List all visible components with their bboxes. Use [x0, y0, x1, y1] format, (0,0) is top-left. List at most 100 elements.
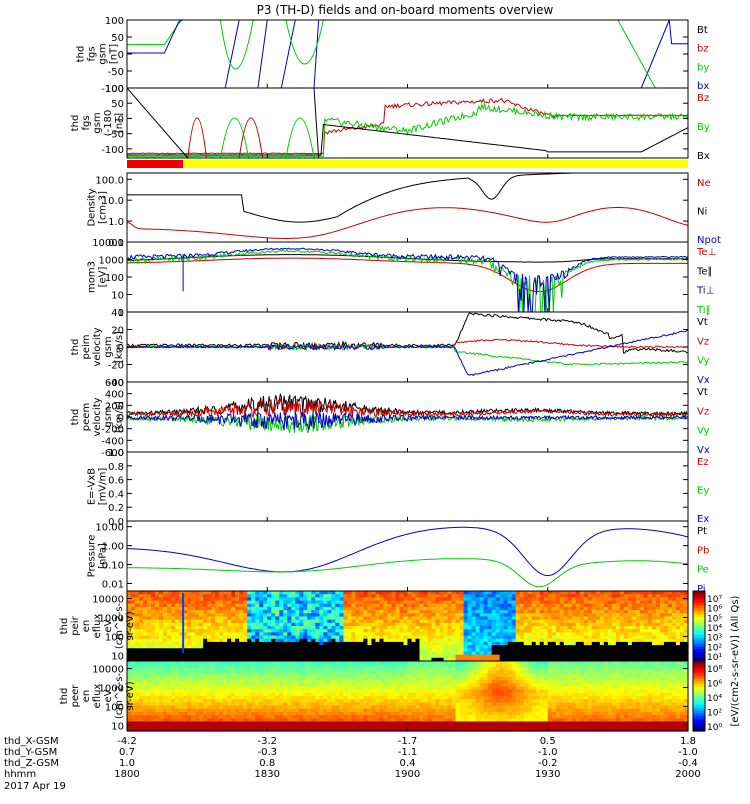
- series-bx-tail: [127, 20, 688, 44]
- spectrogram: [127, 591, 689, 662]
- y-axis-label: velocity: [92, 327, 103, 366]
- y-axis-label: gsm: [92, 112, 103, 133]
- y-tick-label: 0.6: [108, 476, 124, 487]
- legend-label: Ti∥: [696, 305, 711, 316]
- y-axis-label: peem: [81, 403, 92, 431]
- y-axis-label: [km/s]: [114, 401, 125, 433]
- spectrogram: [127, 661, 689, 732]
- legend-label: bx: [697, 81, 709, 92]
- series-arc: [286, 118, 314, 158]
- legend-label: Pt: [697, 526, 707, 537]
- series-Vx: [127, 331, 688, 376]
- y-axis-label: thd: [70, 339, 81, 356]
- y-tick-label: 10: [111, 651, 124, 662]
- series-by-arc: [618, 20, 655, 88]
- series-Vz: [127, 399, 687, 417]
- series-bx: [127, 20, 688, 53]
- y-axis-label: mom3: [87, 261, 98, 293]
- y-tick-label: 600: [105, 378, 124, 389]
- legend-label: Ne: [697, 178, 711, 189]
- y-tick-label: 1.0: [108, 217, 124, 228]
- legend-label: Vt: [697, 317, 708, 328]
- y-tick-label: 0.01: [102, 579, 124, 590]
- y-axis-label: (-180: [103, 110, 114, 137]
- series-Bx: [127, 125, 688, 156]
- y-axis-label: eflux: [92, 614, 103, 639]
- series-bx-trace: [258, 20, 267, 88]
- y-tick-label: 1000: [99, 256, 124, 267]
- legend-label: bz: [697, 44, 709, 55]
- y-tick-label: 50: [111, 99, 124, 110]
- series-arc: [188, 118, 207, 158]
- legend-label: Vy: [697, 426, 710, 437]
- y-axis-label: thd: [70, 115, 81, 132]
- panel-frame: [127, 173, 688, 242]
- legend-label: Pe: [697, 565, 709, 576]
- y-axis-label: [nT]: [114, 113, 125, 133]
- legend-label: Bt: [697, 25, 708, 36]
- y-axis-label: [cm-3]: [98, 191, 109, 224]
- y-axis-label: thd: [76, 46, 87, 63]
- y-axis-label: gsm: [103, 406, 114, 427]
- series-bx-trace: [641, 20, 669, 88]
- y-tick-label: -50: [108, 67, 124, 78]
- series-Tipar: [127, 250, 688, 312]
- plot-title: P3 (TH-D) fields and on-board moments ov…: [257, 3, 554, 17]
- y-axis-label: gsm: [103, 336, 114, 357]
- y-axis-label: eV: [103, 619, 114, 632]
- legend-label: by: [697, 62, 709, 73]
- panel-frame: [127, 20, 688, 88]
- legend-label: Ti⊥: [696, 286, 714, 297]
- y-tick-label: 0.4: [108, 489, 124, 500]
- y-tick-label: 10.00: [95, 523, 124, 534]
- y-tick-label: 400: [105, 390, 124, 401]
- series-Pe: [127, 559, 688, 587]
- y-tick-label: -100: [101, 145, 124, 156]
- series-Pi: [127, 527, 688, 575]
- y-axis-label: velocity: [92, 397, 103, 436]
- y-tick-label: 10000: [92, 238, 124, 249]
- y-tick-label: 100: [105, 16, 124, 27]
- y-axis-label: gsm: [98, 43, 109, 64]
- y-axis-label: thd: [70, 409, 81, 426]
- y-tick-label: 0.8: [108, 462, 124, 473]
- series-Bx-jump: [314, 88, 319, 158]
- panel-frame: [127, 242, 688, 312]
- series-Teperp: [127, 258, 688, 292]
- legend-label: Te⊥: [696, 247, 716, 258]
- mode-bar-segment: [183, 160, 688, 168]
- legend-label: Vy: [697, 356, 710, 367]
- y-axis-label: fgs: [87, 46, 98, 61]
- legend-label: By: [697, 122, 710, 133]
- y-tick-label: 50: [111, 33, 124, 44]
- legend-label: Te∥: [696, 266, 713, 277]
- legend-label: Vx: [697, 445, 710, 456]
- y-axis-label: [nPa]: [98, 543, 109, 569]
- series-Ne: [127, 207, 688, 238]
- legend-label: Pb: [697, 545, 709, 556]
- y-tick-label: 100: [105, 84, 124, 95]
- y-tick-label: 10: [111, 291, 124, 302]
- legend-label: Ey: [697, 486, 709, 497]
- y-axis-label: thd: [59, 618, 70, 635]
- legend-label: Bx: [697, 151, 710, 162]
- legend-label: Vt: [697, 387, 708, 398]
- series-Bz: [127, 99, 688, 154]
- y-tick-label: 100.0: [95, 175, 124, 186]
- legend-label: Bz: [697, 93, 709, 104]
- series-by: [127, 20, 688, 45]
- y-axis-label: peir: [70, 615, 81, 635]
- legend-label: Vz: [697, 406, 709, 417]
- y-axis-label: fgs: [81, 115, 92, 130]
- y-axis-label: [mV/m]: [98, 468, 109, 506]
- series-By: [127, 104, 688, 157]
- legend-label: Vz: [697, 336, 709, 347]
- y-axis-label: Pressure: [87, 535, 98, 578]
- y-axis-label: [km/s]: [114, 331, 125, 363]
- panel-frame: [127, 88, 688, 158]
- mode-bar-segment: [127, 160, 183, 168]
- panel-frame: [127, 452, 688, 521]
- y-axis-label: E=-VxB: [87, 468, 98, 505]
